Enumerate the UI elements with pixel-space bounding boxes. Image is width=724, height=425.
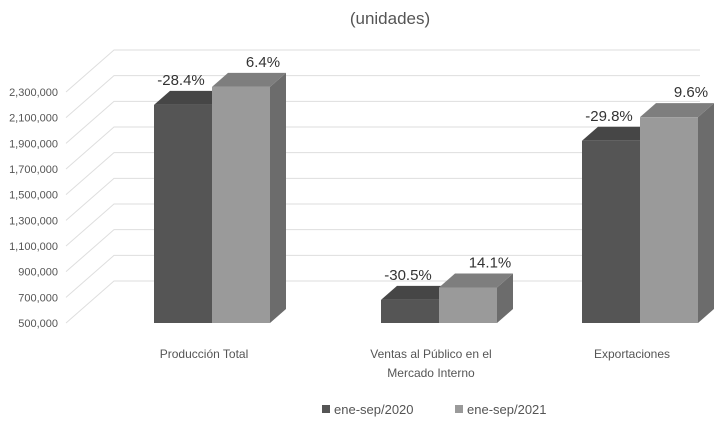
bar-front-face [381, 299, 439, 323]
data-label: 6.4% [246, 54, 280, 71]
y-tick-label: 2,100,000 [9, 113, 58, 125]
bar [212, 72, 286, 323]
y-tick-label: 1,300,000 [9, 215, 58, 227]
y-tick-label: 1,100,000 [9, 241, 58, 253]
gridline [65, 49, 700, 93]
bar-top-face [439, 273, 513, 288]
y-tick-label: 1,700,000 [9, 164, 58, 176]
x-category-label: Mercado Interno [387, 366, 475, 380]
legend-swatch [455, 405, 463, 413]
legend: ene-sep/2020 ene-sep/2021 [322, 402, 547, 417]
y-tick-label: 1,900,000 [9, 138, 58, 150]
gridline [65, 126, 700, 170]
data-label: 14.1% [469, 254, 512, 271]
x-axis-categories: Producción Total Ventas al Público en el M… [160, 347, 670, 380]
bar-side-face [270, 72, 286, 323]
bar-front-face [582, 140, 640, 323]
gridline [65, 254, 700, 298]
gridline [65, 203, 700, 247]
bar-top-face [381, 285, 455, 300]
bar-front-face [154, 104, 212, 323]
gridline [65, 100, 700, 144]
y-tick-label: 2,300,000 [9, 87, 58, 99]
y-tick-label: 1,500,000 [9, 190, 58, 202]
y-tick-label: 700,000 [18, 292, 58, 304]
gridline [65, 177, 700, 221]
bar-top-face [640, 103, 714, 118]
bar-top-face [582, 126, 656, 141]
legend-label: ene-sep/2021 [467, 402, 547, 417]
data-label: 9.6% [674, 84, 708, 101]
x-category-label: Exportaciones [594, 347, 670, 361]
bar-top-face [154, 90, 228, 105]
y-axis-ticks: 2,300,000 2,100,000 1,900,000 1,700,000 1,50… [9, 87, 58, 330]
x-category-label: Ventas al Público en el [370, 347, 491, 361]
x-category-label: Producción Total [160, 347, 249, 361]
y-tick-label: 900,000 [18, 267, 58, 279]
bar [640, 103, 714, 323]
y-tick-label: 500,000 [18, 318, 58, 330]
legend-swatch [322, 405, 330, 413]
bar-side-face [698, 103, 714, 323]
bar-top-face [212, 72, 286, 87]
bar-front-face [640, 117, 698, 323]
gridline [65, 229, 700, 273]
bar-front-face [439, 287, 497, 323]
bar-front-face [212, 86, 270, 323]
data-label: -29.8% [585, 108, 633, 125]
data-label: -28.4% [157, 72, 205, 89]
bars: -28.4% 6.4% -30.5% 14.1% -29.8% 9.6% [154, 54, 714, 324]
legend-label: ene-sep/2020 [334, 402, 414, 417]
gridline [65, 75, 700, 119]
bar [439, 273, 513, 323]
bar-side-face [497, 273, 513, 323]
chart-subtitle: (unidades) [350, 9, 430, 28]
data-label: -30.5% [384, 267, 432, 284]
gridline [65, 152, 700, 196]
